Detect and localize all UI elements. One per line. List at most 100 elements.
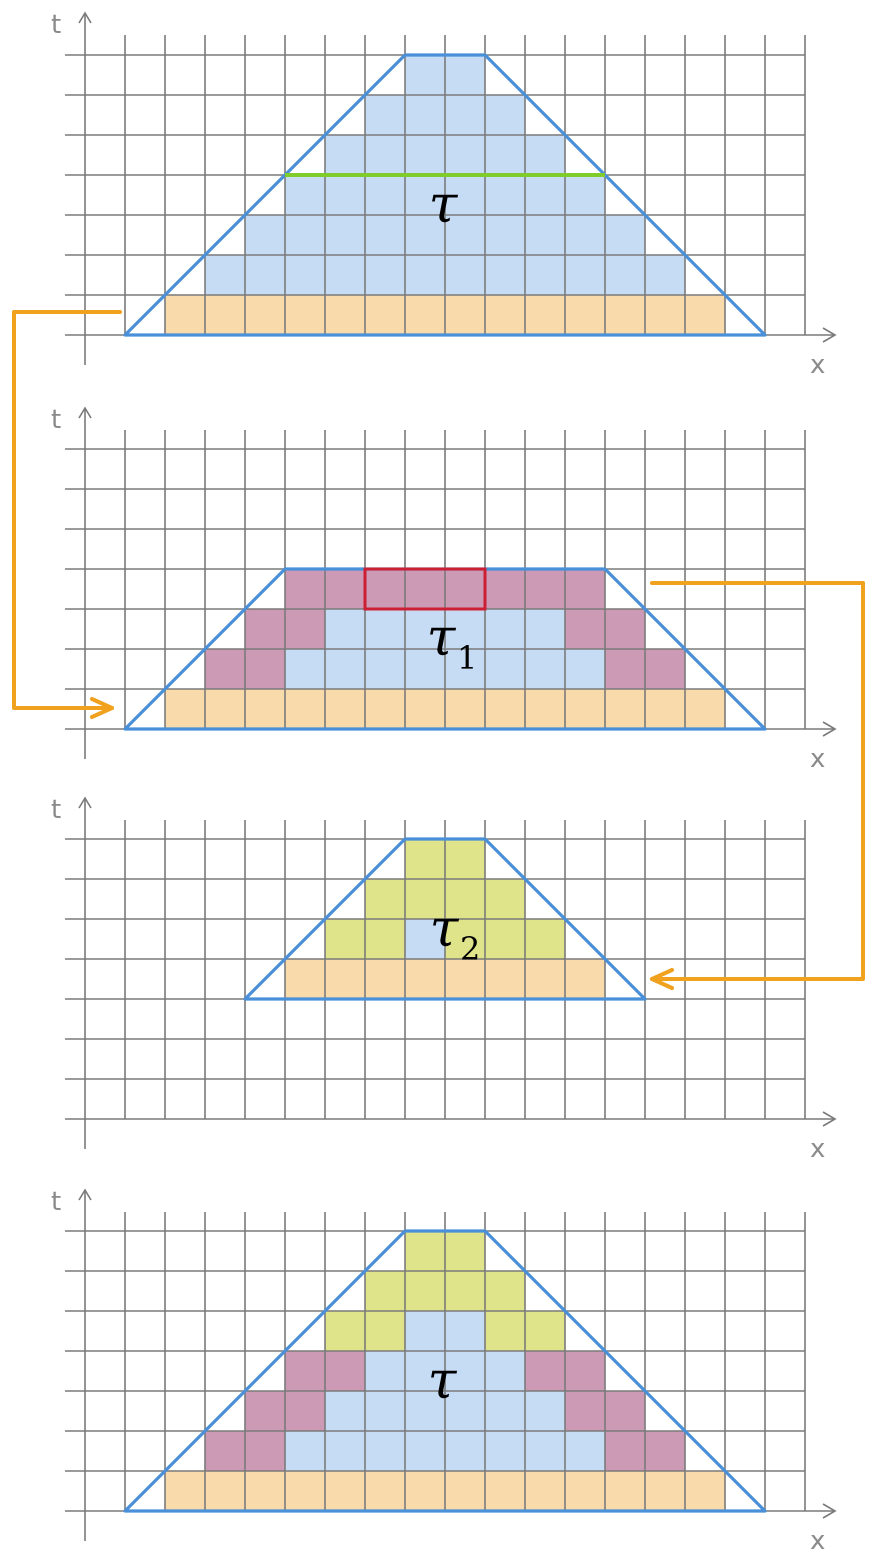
cell-purple <box>285 609 325 649</box>
cell-purple <box>565 609 605 649</box>
cell-blue <box>365 649 405 689</box>
cell-blue <box>445 55 485 95</box>
cell-blue <box>325 135 365 175</box>
cell-blue <box>405 1391 445 1431</box>
cell-orange <box>365 1471 405 1511</box>
cell-orange <box>565 959 605 999</box>
cell-blue <box>445 175 485 215</box>
cell-blue <box>565 255 605 295</box>
cell-blue <box>285 215 325 255</box>
tau-subscript: 1 <box>457 639 477 677</box>
cell-orange <box>285 959 325 999</box>
cell-blue <box>365 255 405 295</box>
cell-blue <box>405 135 445 175</box>
cell-yellow <box>445 839 485 879</box>
cell-purple <box>445 569 485 609</box>
cell-blue <box>485 175 525 215</box>
cell-yellow <box>365 879 405 919</box>
cell-purple <box>365 569 405 609</box>
cell-blue <box>565 1431 605 1471</box>
cell-yellow <box>445 1271 485 1311</box>
cell-blue <box>205 255 245 295</box>
cell-purple <box>285 1391 325 1431</box>
cell-blue <box>565 215 605 255</box>
x-axis-arrow <box>822 1503 837 1519</box>
light-cone-trapezoid <box>123 1229 767 1513</box>
cell-purple <box>605 609 645 649</box>
x-axis-arrow <box>822 327 837 343</box>
cell-yellow <box>365 1271 405 1311</box>
cell-blue <box>525 215 565 255</box>
cell-orange <box>285 1471 325 1511</box>
cell-yellow <box>405 879 445 919</box>
cell-yellow <box>445 919 485 959</box>
x-axis-arrow <box>822 721 837 737</box>
x-axis-label: x <box>810 350 825 380</box>
t-axis-arrow <box>78 406 92 419</box>
cell-yellow <box>445 1231 485 1271</box>
cell-yellow <box>445 879 485 919</box>
cell-blue <box>365 609 405 649</box>
cell-yellow <box>525 919 565 959</box>
cell-purple <box>205 1431 245 1471</box>
cell-orange <box>485 689 525 729</box>
cell-orange <box>445 1471 485 1511</box>
cell-yellow <box>485 879 525 919</box>
cell-blue <box>405 919 445 959</box>
cell-purple <box>605 1391 645 1431</box>
cell-purple <box>325 569 365 609</box>
cell-purple <box>565 569 605 609</box>
light-cone-trapezoid <box>123 567 767 731</box>
cell-orange <box>405 689 445 729</box>
cell-orange <box>485 959 525 999</box>
t-axis-arrow <box>78 796 92 809</box>
cell-blue <box>565 649 605 689</box>
cell-blue <box>325 609 365 649</box>
cell-blue <box>325 175 365 215</box>
cell-orange <box>405 959 445 999</box>
cell-yellow <box>485 1271 525 1311</box>
t-axis-arrow <box>78 11 92 24</box>
cell-blue <box>285 255 325 295</box>
cell-blue <box>445 609 485 649</box>
x-axis-label: x <box>810 1526 825 1556</box>
cell-yellow <box>405 1271 445 1311</box>
cell-blue <box>405 95 445 135</box>
cell-blue <box>245 215 285 255</box>
cell-blue <box>405 1351 445 1391</box>
cell-orange <box>525 959 565 999</box>
cell-blue <box>365 1351 405 1391</box>
cell-orange <box>685 295 725 335</box>
cell-blue <box>445 1351 485 1391</box>
cell-yellow <box>485 919 525 959</box>
tau-label: τ <box>427 608 457 668</box>
cell-orange <box>205 689 245 729</box>
cell-blue <box>525 1431 565 1471</box>
connector-arrow-1 <box>12 310 122 710</box>
cell-blue <box>365 1391 405 1431</box>
tau-label: τ <box>428 1351 458 1411</box>
cell-purple <box>565 1351 605 1391</box>
cell-blue <box>525 135 565 175</box>
cell-purple <box>245 649 285 689</box>
cell-orange <box>165 1471 205 1511</box>
cell-orange <box>325 295 365 335</box>
cell-blue <box>445 255 485 295</box>
cell-orange <box>365 295 405 335</box>
cell-orange <box>565 1471 605 1511</box>
cell-orange <box>685 689 725 729</box>
cell-blue <box>525 1391 565 1431</box>
cell-purple <box>565 1391 605 1431</box>
cell-orange <box>325 1471 365 1511</box>
cell-blue <box>325 649 365 689</box>
cell-blue <box>445 95 485 135</box>
cell-blue <box>405 1311 445 1351</box>
cell-orange <box>405 295 445 335</box>
cell-blue <box>365 1431 405 1471</box>
cell-blue <box>405 215 445 255</box>
connector-arrow-2 <box>650 581 865 981</box>
cell-yellow <box>365 1311 405 1351</box>
cell-blue <box>285 175 325 215</box>
cell-orange <box>525 1471 565 1511</box>
cell-blue <box>365 95 405 135</box>
